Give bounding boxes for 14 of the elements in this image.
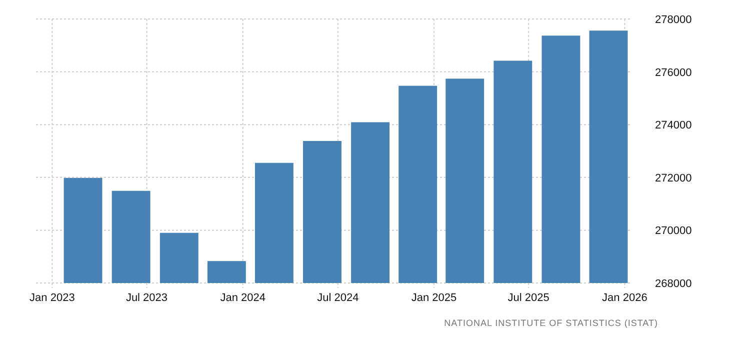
- x-tick-label: Jul 2023: [126, 292, 168, 304]
- y-tick-label: 268000: [655, 278, 692, 290]
- x-tick-label: Jan 2025: [411, 292, 457, 304]
- y-tick-label: 272000: [655, 172, 692, 184]
- x-tick-label: Jan 2026: [602, 292, 648, 304]
- x-tick-label: Jul 2024: [317, 292, 359, 304]
- y-tick-label: 274000: [655, 120, 692, 132]
- text: NATIONAL INSTITUTE OF STATISTICS (ISTAT): [444, 318, 658, 328]
- x-tick-label: Jul 2025: [508, 292, 550, 304]
- y-tick-label: 270000: [655, 225, 692, 238]
- y-tick-label: 276000: [655, 66, 692, 79]
- x-tick-label: Jan 2023: [30, 292, 75, 304]
- x-tick-label: Jan 2024: [220, 292, 266, 304]
- y-tick-label: 278000: [655, 14, 692, 26]
